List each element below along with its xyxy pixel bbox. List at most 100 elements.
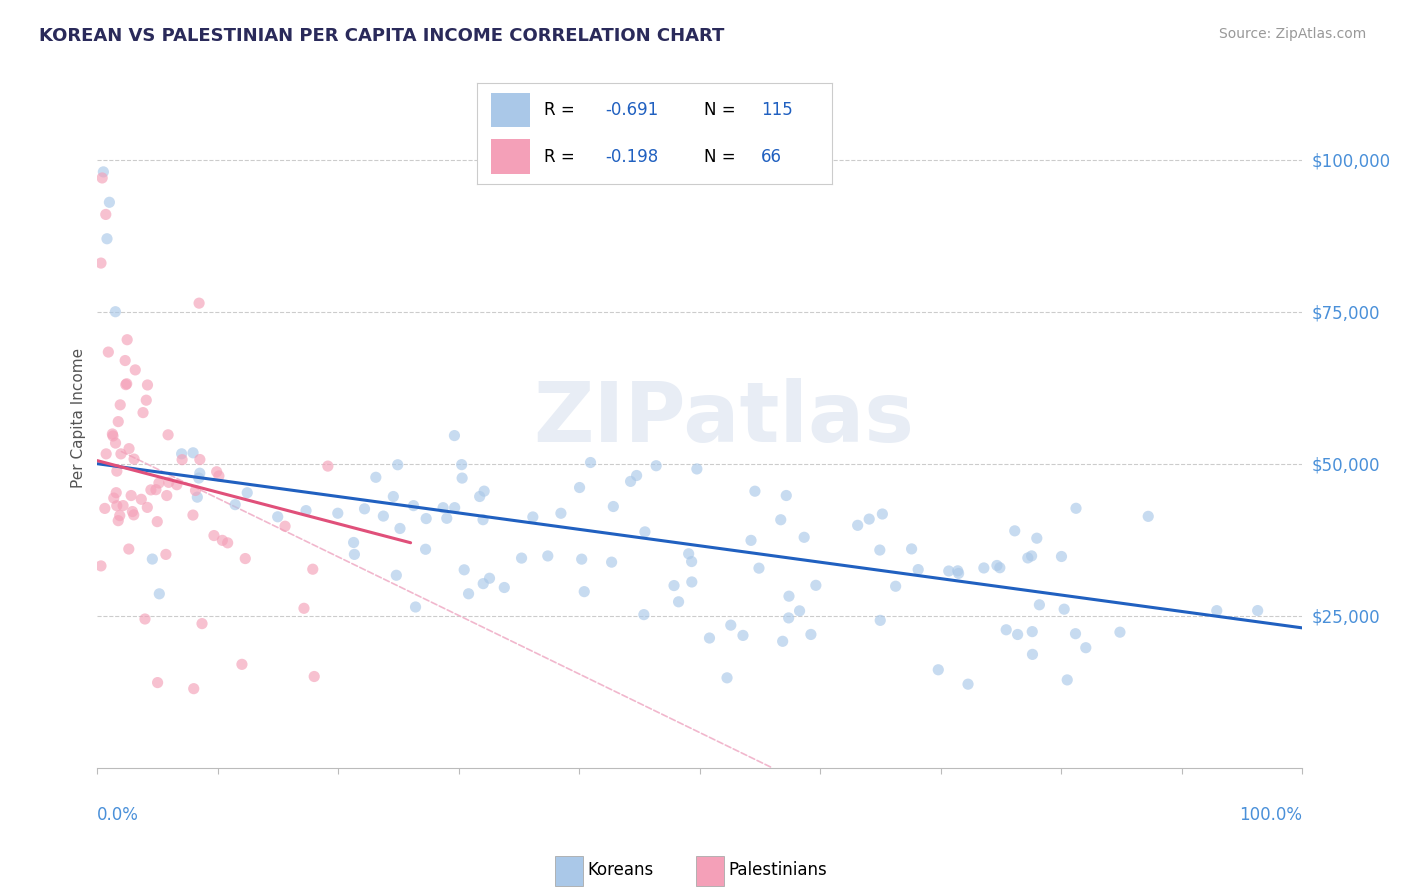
Point <box>135 393 157 408</box>
Point <box>172 452 194 467</box>
Point <box>472 576 495 591</box>
Point <box>184 483 207 498</box>
Point <box>451 471 474 485</box>
Point <box>217 536 239 550</box>
Point <box>122 452 145 467</box>
Point <box>1021 648 1043 662</box>
Point <box>122 508 145 522</box>
Point <box>156 489 179 503</box>
Point <box>472 484 495 499</box>
Point <box>388 521 411 535</box>
Point <box>90 256 112 270</box>
Text: ZIPatlas: ZIPatlas <box>533 377 914 458</box>
Point <box>373 509 395 524</box>
Point <box>364 470 387 484</box>
Point <box>740 533 762 548</box>
Point <box>94 207 117 221</box>
Point <box>634 524 657 539</box>
Point <box>1056 673 1078 687</box>
Point <box>326 506 349 520</box>
Point <box>353 501 375 516</box>
Point <box>166 477 188 491</box>
Point <box>292 601 315 615</box>
Text: Source: ZipAtlas.com: Source: ZipAtlas.com <box>1219 27 1367 41</box>
Point <box>778 611 800 625</box>
Point <box>186 490 208 504</box>
Point <box>155 548 177 562</box>
Point <box>1109 625 1132 640</box>
Point <box>105 485 128 500</box>
Point <box>120 489 142 503</box>
Point <box>769 513 792 527</box>
Point <box>233 551 256 566</box>
Point <box>938 564 960 578</box>
Point <box>681 555 703 569</box>
Point <box>101 429 124 443</box>
Point <box>772 634 794 648</box>
Point <box>115 333 138 347</box>
Point <box>236 485 259 500</box>
Point <box>110 447 132 461</box>
Point <box>157 427 180 442</box>
Point <box>522 510 544 524</box>
Point <box>208 469 231 483</box>
Point <box>453 563 475 577</box>
Point <box>973 561 995 575</box>
Point <box>678 547 700 561</box>
Point <box>387 458 409 472</box>
Point <box>793 530 815 544</box>
Point <box>181 446 204 460</box>
Point <box>1074 640 1097 655</box>
Point <box>626 468 648 483</box>
Point <box>121 504 143 518</box>
Point <box>114 353 136 368</box>
Point <box>804 578 827 592</box>
Point <box>105 499 128 513</box>
Point <box>510 551 533 566</box>
Text: KOREAN VS PALESTINIAN PER CAPITA INCOME CORRELATION CHART: KOREAN VS PALESTINIAN PER CAPITA INCOME … <box>39 27 724 45</box>
Point <box>1053 602 1076 616</box>
Point <box>946 564 969 578</box>
Point <box>139 483 162 497</box>
Point <box>146 515 169 529</box>
Point <box>112 499 135 513</box>
Point <box>101 427 124 442</box>
Point <box>97 345 120 359</box>
Point <box>415 542 437 557</box>
Point <box>1205 604 1227 618</box>
Point <box>457 587 479 601</box>
Point <box>129 492 152 507</box>
Point <box>224 498 246 512</box>
Point <box>188 452 211 467</box>
Y-axis label: Per Capita Income: Per Capita Income <box>72 348 86 488</box>
Point <box>1247 603 1270 617</box>
Point <box>136 500 159 515</box>
Point <box>302 669 325 683</box>
Point <box>1021 549 1043 563</box>
Point <box>93 165 115 179</box>
Point <box>148 476 170 491</box>
Point <box>191 616 214 631</box>
Point <box>872 507 894 521</box>
Point <box>800 627 823 641</box>
Point <box>571 552 593 566</box>
Point <box>104 436 127 450</box>
Point <box>662 578 685 592</box>
Point <box>342 535 364 549</box>
Point <box>1017 550 1039 565</box>
Point <box>1021 624 1043 639</box>
Point <box>141 552 163 566</box>
Point <box>775 489 797 503</box>
Point <box>188 467 211 481</box>
Point <box>108 508 131 523</box>
Point <box>432 500 454 515</box>
Point <box>118 542 141 557</box>
Point <box>668 595 690 609</box>
Point <box>869 613 891 627</box>
Point <box>956 677 979 691</box>
Point <box>884 579 907 593</box>
Point <box>720 618 742 632</box>
Point <box>645 458 668 473</box>
Point <box>136 378 159 392</box>
Point <box>148 587 170 601</box>
